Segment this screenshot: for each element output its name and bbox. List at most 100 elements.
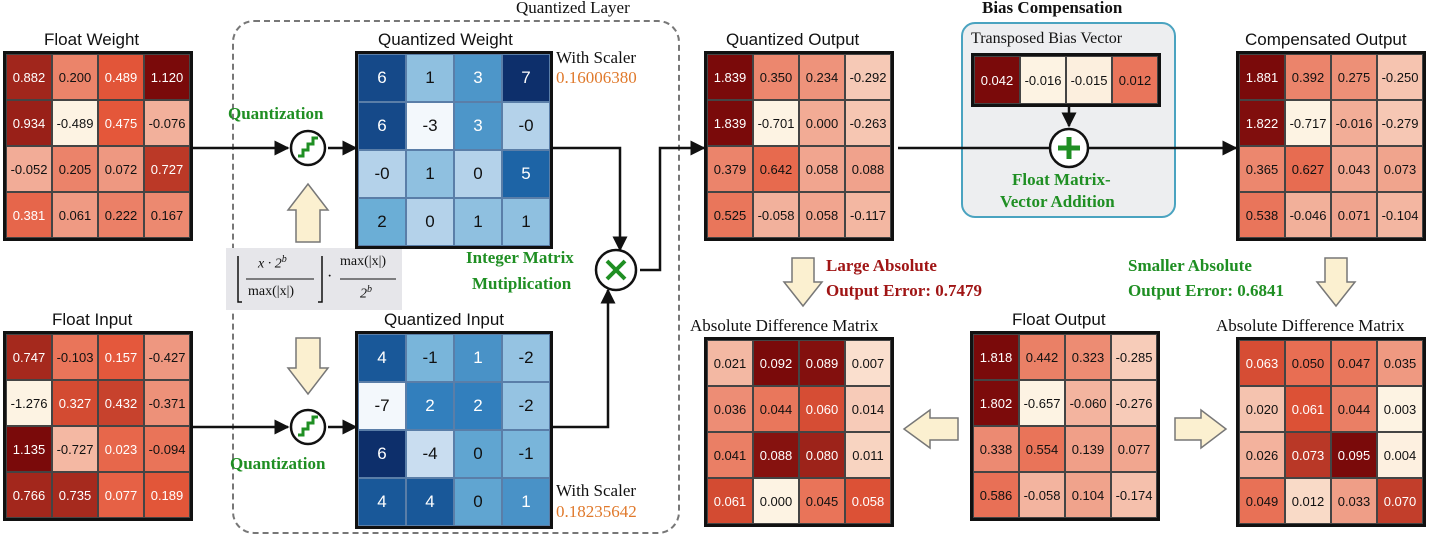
float-output-cell: 1.802 [973,380,1019,426]
float-weight-matrix: 0.882 0.200 0.489 1.120 0.934 -0.489 0.475 -0.0… [3,51,193,241]
multiply-icon [594,248,638,292]
quantized-layer-title: Quantized Layer [516,0,630,17]
quantized-input-cell: 0 [454,478,502,526]
abs-diff-left-cell: 0.044 [753,386,799,432]
abs-diff-right-cell: 0.020 [1239,386,1285,432]
float-input-cell: 0.189 [144,472,190,518]
scaler-weight-value: 0.16006380 [556,68,637,87]
float-output-cell: 0.323 [1065,334,1111,380]
float-input-cell: -0.371 [144,380,190,426]
quantization-icon-bottom [289,408,327,446]
with-scaler-input-label: With Scaler [556,481,637,500]
bias-vector-cell: -0.016 [1020,56,1066,104]
float-input-title: Float Input [52,310,133,329]
abs-diff-right-title: Absolute Difference Matrix [1216,316,1405,335]
float-output-cell: -0.285 [1111,334,1157,380]
quantized-input-cell: 4 [358,478,406,526]
abs-diff-right-matrix: 0.063 0.050 0.047 0.035 0.020 0.061 0.044 0.003… [1236,337,1426,527]
block-arrow-down-left-error [782,257,824,308]
float-weight-cell: 0.167 [144,192,190,238]
formula-denominator-1: max(|x|) [248,284,295,299]
compensated-output-cell: -0.717 [1285,100,1331,146]
compensated-output-cell: 1.881 [1239,54,1285,100]
quantized-input-cell: -2 [502,334,550,382]
float-output-cell: 0.077 [1111,426,1157,472]
float-output-cell: -0.174 [1111,472,1157,518]
float-weight-cell: 0.882 [6,54,52,100]
quantized-output-cell: 0.088 [845,146,891,192]
abs-diff-right-cell: 0.026 [1239,432,1285,478]
quantized-input-matrix: 4 -1 1 -2 -7 2 2 -2 6 -4 0 -1 4 4 0 1 [355,331,553,529]
float-input-cell: 0.766 [6,472,52,518]
float-weight-cell: -0.076 [144,100,190,146]
abs-diff-left-cell: 0.089 [799,340,845,386]
float-weight-cell: -0.052 [6,146,52,192]
float-input-cell: 0.327 [52,380,98,426]
quantized-weight-cell: 1 [502,198,550,246]
formula-dot: · [327,268,333,285]
integer-mult-label-1: Integer Matrix [466,248,574,267]
abs-diff-right-cell: 0.070 [1377,478,1423,524]
float-output-matrix: 1.818 0.442 0.323 -0.285 1.802 -0.657 -0.060 -0… [970,331,1160,521]
float-output-cell: -0.657 [1019,380,1065,426]
quantized-input-cell: 6 [358,430,406,478]
abs-diff-left-cell: 0.021 [707,340,753,386]
compensated-output-cell: 0.627 [1285,146,1331,192]
quantized-weight-cell: 1 [406,150,454,198]
float-weight-cell: 0.200 [52,54,98,100]
abs-diff-right-cell: 0.047 [1331,340,1377,386]
float-input-cell: 0.432 [98,380,144,426]
quantized-weight-cell: -0 [358,150,406,198]
quantized-output-title: Quantized Output [726,30,860,49]
abs-diff-right-cell: 0.004 [1377,432,1423,478]
quantized-weight-cell: 2 [358,198,406,246]
float-output-cell: -0.276 [1111,380,1157,426]
float-weight-cell: 0.934 [6,100,52,146]
float-input-cell: 0.157 [98,334,144,380]
abs-diff-right-cell: 0.095 [1331,432,1377,478]
quantized-weight-matrix: 6 1 3 7 6 -3 3 -0 -0 1 0 5 2 0 1 1 [355,51,553,249]
bias-vector-cell: -0.015 [1066,56,1112,104]
with-scaler-weight-label: With Scaler [556,48,637,67]
float-input-cell: 0.747 [6,334,52,380]
float-weight-title: Float Weight [44,30,140,49]
quantized-weight-cell: -0 [502,102,550,150]
quantized-input-cell: -4 [406,430,454,478]
compensated-output-cell: -0.279 [1377,100,1423,146]
float-weight-cell: 0.727 [144,146,190,192]
large-error-label-1: Large Absolute [826,256,937,275]
abs-diff-left-cell: 0.092 [753,340,799,386]
add-icon [1048,127,1090,169]
bias-vector-cell: 0.012 [1112,56,1158,104]
float-output-cell: 0.104 [1065,472,1111,518]
quantized-weight-cell: 3 [454,102,502,150]
float-input-cell: -1.276 [6,380,52,426]
compensated-output-cell: 0.275 [1331,54,1377,100]
quantized-weight-cell: 7 [502,54,550,102]
abs-diff-left-cell: 0.088 [753,432,799,478]
scaler-input-value: 0.18235642 [556,502,637,521]
float-input-cell: 0.023 [98,426,144,472]
formula-numerator-2: max(|x|) [340,254,387,269]
abs-diff-left-cell: 0.061 [707,478,753,524]
block-arrow-left [902,408,959,450]
quantized-output-cell: -0.263 [845,100,891,146]
block-arrow-right [1174,408,1228,450]
float-weight-cell: 0.072 [98,146,144,192]
quantized-input-cell: -2 [502,382,550,430]
quantized-input-cell: 4 [358,334,406,382]
float-weight-cell: 0.381 [6,192,52,238]
float-input-cell: -0.727 [52,426,98,472]
float-output-cell: 0.554 [1019,426,1065,472]
float-weight-cell: 1.120 [144,54,190,100]
float-output-cell: 0.338 [973,426,1019,472]
abs-diff-right-cell: 0.012 [1285,478,1331,524]
compensated-output-cell: 0.538 [1239,192,1285,238]
arrow-mult-to-qoutput [640,140,706,272]
float-input-cell: -0.103 [52,334,98,380]
quantized-input-cell: 2 [406,382,454,430]
float-weight-cell: 0.205 [52,146,98,192]
compensated-output-cell: -0.016 [1331,100,1377,146]
float-weight-cell: 0.475 [98,100,144,146]
